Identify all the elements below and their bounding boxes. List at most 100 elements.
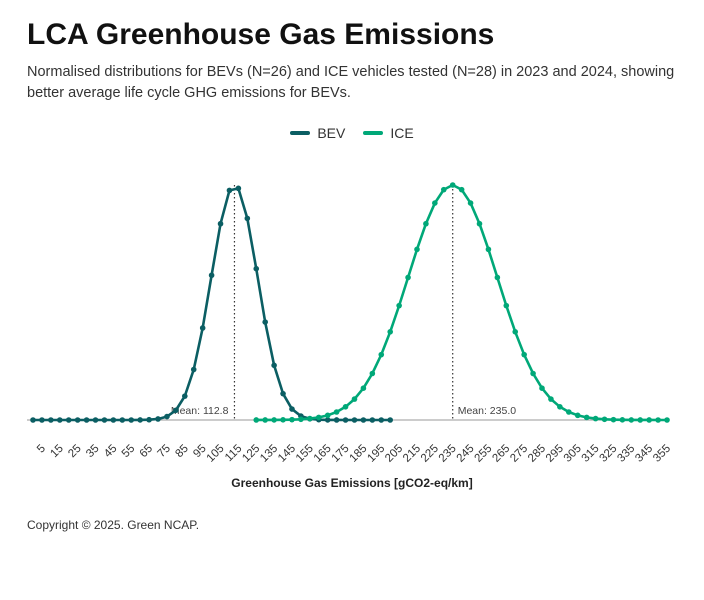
data-point-ice[interactable] [557, 404, 563, 410]
data-point-ice[interactable] [458, 186, 465, 193]
data-point-bev[interactable] [101, 417, 108, 423]
data-point-ice[interactable] [280, 417, 286, 423]
data-point-ice[interactable] [637, 417, 644, 423]
data-point-ice[interactable] [262, 417, 268, 423]
data-point-bev[interactable] [217, 220, 224, 227]
x-tick-label: 255 [472, 443, 494, 465]
data-point-bev[interactable] [137, 417, 143, 423]
data-point-ice[interactable] [360, 385, 367, 391]
legend-label-ice: ICE [390, 125, 414, 141]
data-point-ice[interactable] [574, 412, 581, 419]
data-point-bev[interactable] [289, 406, 295, 412]
data-point-bev[interactable] [342, 417, 349, 423]
data-point-ice[interactable] [476, 220, 483, 227]
data-point-ice[interactable] [628, 417, 635, 423]
data-point-bev[interactable] [262, 319, 268, 325]
data-point-ice[interactable] [315, 414, 322, 421]
data-point-bev[interactable] [333, 417, 340, 423]
data-point-ice[interactable] [530, 370, 536, 377]
data-point-ice[interactable] [548, 396, 554, 402]
data-point-ice[interactable] [423, 220, 429, 227]
data-point-bev[interactable] [119, 417, 126, 423]
data-point-ice[interactable] [324, 412, 331, 419]
data-point-ice[interactable] [449, 182, 456, 188]
data-point-ice[interactable] [646, 417, 652, 423]
data-point-bev[interactable] [173, 407, 179, 414]
x-tick-label: 185 [347, 443, 369, 465]
x-tick-label: 45 [102, 443, 120, 461]
x-tick-label: 145 [276, 443, 298, 465]
data-point-ice[interactable] [333, 409, 340, 415]
data-point-ice[interactable] [253, 417, 260, 423]
data-point-bev[interactable] [253, 265, 260, 272]
data-point-bev[interactable] [226, 187, 233, 194]
data-point-ice[interactable] [494, 274, 501, 281]
data-point-bev[interactable] [378, 417, 385, 423]
data-point-ice[interactable] [485, 246, 492, 253]
data-point-ice[interactable] [566, 409, 572, 415]
data-point-bev[interactable] [146, 416, 152, 423]
data-point-bev[interactable] [235, 185, 242, 192]
legend-item-ice[interactable]: ICE [363, 125, 414, 141]
data-point-ice[interactable] [610, 416, 617, 423]
data-point-ice[interactable] [664, 417, 670, 423]
data-point-ice[interactable] [298, 416, 304, 423]
x-tick-label: 315 [580, 443, 602, 465]
data-point-bev[interactable] [208, 272, 215, 279]
data-point-bev[interactable] [164, 413, 170, 420]
data-point-ice[interactable] [414, 246, 420, 253]
data-point-ice[interactable] [396, 302, 402, 309]
data-point-bev[interactable] [128, 417, 135, 423]
data-point-ice[interactable] [405, 274, 411, 281]
data-point-ice[interactable] [271, 417, 277, 423]
data-point-ice[interactable] [378, 351, 385, 358]
data-point-bev[interactable] [369, 417, 376, 423]
data-point-bev[interactable] [271, 362, 277, 369]
data-point-bev[interactable] [351, 417, 358, 423]
data-point-ice[interactable] [307, 415, 313, 422]
legend-swatch-bev [290, 131, 311, 135]
data-point-ice[interactable] [539, 385, 545, 391]
data-point-bev[interactable] [48, 417, 54, 423]
data-point-ice[interactable] [467, 200, 474, 206]
legend-swatch-ice [363, 131, 384, 135]
x-tick-label: 105 [205, 443, 227, 465]
data-point-bev[interactable] [56, 417, 63, 423]
data-point-ice[interactable] [369, 370, 376, 377]
data-point-ice[interactable] [512, 329, 519, 335]
data-point-ice[interactable] [503, 302, 510, 309]
data-point-bev[interactable] [83, 417, 90, 423]
data-point-bev[interactable] [92, 417, 99, 423]
data-point-ice[interactable] [521, 351, 527, 358]
data-point-ice[interactable] [583, 414, 590, 421]
data-point-ice[interactable] [655, 417, 661, 423]
x-tick-labels: 5 15 25 35 45 55 65 75 85 95105115125135145155165… [35, 443, 673, 465]
data-point-bev[interactable] [74, 417, 81, 423]
data-point-bev[interactable] [155, 416, 161, 422]
data-point-bev[interactable] [387, 417, 394, 423]
data-point-bev[interactable] [65, 417, 72, 423]
data-point-bev[interactable] [360, 417, 367, 423]
data-point-bev[interactable] [199, 325, 206, 331]
data-point-ice[interactable] [387, 329, 394, 335]
data-point-bev[interactable] [190, 366, 197, 373]
data-point-bev[interactable] [39, 417, 45, 423]
x-tick-label: 85 [173, 443, 191, 461]
data-point-ice[interactable] [601, 416, 608, 423]
data-point-ice[interactable] [592, 415, 599, 422]
data-point-ice[interactable] [432, 200, 438, 206]
legend-item-bev[interactable]: BEV [290, 125, 345, 141]
data-point-ice[interactable] [619, 417, 626, 423]
data-point-bev[interactable] [110, 417, 117, 423]
data-point-ice[interactable] [289, 416, 295, 423]
copyright: Copyright © 2025. Green NCAP. [27, 518, 200, 532]
data-point-ice[interactable] [351, 396, 358, 402]
data-point-bev[interactable] [244, 215, 251, 222]
data-point-bev[interactable] [30, 417, 36, 423]
data-point-ice[interactable] [440, 186, 447, 193]
data-point-ice[interactable] [342, 404, 349, 410]
data-point-bev[interactable] [324, 417, 331, 423]
x-tick-label: 235 [437, 443, 459, 465]
data-point-bev[interactable] [182, 393, 188, 399]
data-point-bev[interactable] [280, 390, 286, 397]
